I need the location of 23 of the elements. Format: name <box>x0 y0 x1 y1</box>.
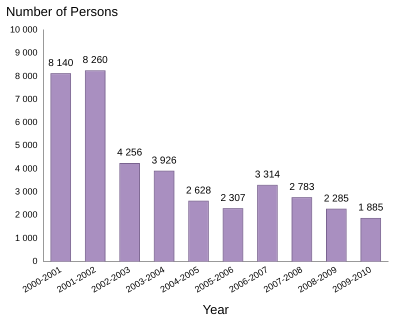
y-tick-label: 7 000 <box>14 94 38 104</box>
y-tick-label: 9 000 <box>14 48 38 58</box>
y-tick-label: 2 000 <box>14 210 38 220</box>
data-label: 1 885 <box>358 202 384 214</box>
y-tick-label: 1 000 <box>14 232 38 243</box>
data-label: 8 140 <box>48 58 74 69</box>
y-tick-label: 5 000 <box>14 140 38 150</box>
data-label: 4 256 <box>117 148 143 159</box>
y-tick-label: 8 000 <box>14 70 38 81</box>
data-label: 8 260 <box>82 55 108 66</box>
y-tick-label: 0 <box>32 256 38 266</box>
data-label: 2 783 <box>289 182 315 193</box>
x-axis-title: Year <box>202 302 230 317</box>
y-tick-label: 10 000 <box>10 24 38 34</box>
y-axis-title: Number of Persons <box>6 4 118 20</box>
data-label: 2 307 <box>220 192 246 204</box>
y-tick-label: 4 000 <box>14 163 38 174</box>
data-label: 3 926 <box>152 155 178 166</box>
data-label: 2 628 <box>186 185 212 196</box>
data-label: 2 285 <box>324 193 350 204</box>
y-tick-label: 6 000 <box>14 117 38 128</box>
y-tick-label: 3 000 <box>14 186 38 197</box>
data-label: 3 314 <box>254 170 280 181</box>
